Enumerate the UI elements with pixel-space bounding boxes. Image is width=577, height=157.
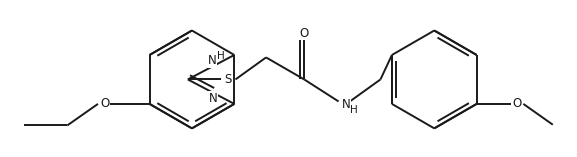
- Text: N: N: [208, 54, 216, 67]
- Text: O: O: [299, 27, 309, 40]
- Text: N: N: [208, 92, 218, 105]
- Text: O: O: [100, 97, 109, 110]
- Text: S: S: [224, 73, 231, 86]
- Text: N: N: [342, 98, 350, 111]
- Text: O: O: [512, 97, 522, 110]
- Text: H: H: [350, 105, 358, 115]
- Text: H: H: [216, 51, 224, 61]
